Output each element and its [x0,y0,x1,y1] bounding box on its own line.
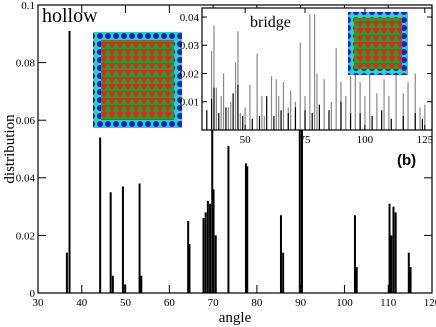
plot-frame [37,4,433,294]
x-tick-label: 40 [76,297,88,309]
x-tick-label: 125 [417,134,434,146]
hollow-lattice [93,32,182,128]
x-tick-label: 75 [300,134,312,146]
y-tick-label: 0.01 [180,97,199,109]
bridge-lattice [348,12,408,75]
y-tick-label: 0.06 [16,115,36,127]
x-tick-label: 120 [424,297,436,309]
y-tick-label: 0 [30,288,36,300]
y-tick-label: 0.02 [180,68,199,80]
x-tick-label: 70 [208,297,220,309]
x-tick-label: 100 [336,297,353,309]
annotation: hollow [42,5,98,27]
x-tick-label: 80 [251,297,263,309]
x-tick-label: 90 [295,297,307,309]
y-tick-label: 0.04 [180,12,200,24]
y-tick-label: 0.08 [16,57,36,69]
x-tick-label: 50 [120,297,132,309]
y-tick-label: 0.1 [21,0,35,12]
panel-label: (b) [397,152,416,169]
x-axis-label: angle [219,310,252,326]
x-tick-label: 30 [33,297,45,309]
y-tick-label: 0.03 [180,40,200,52]
plot-frame [201,7,433,131]
x-tick-label: 60 [164,297,176,309]
x-tick-label: 100 [357,134,374,146]
y-axis-label: distribution [2,114,18,184]
y-tick-label: 0.04 [16,173,36,185]
x-tick-label: 50 [240,134,252,146]
x-tick-label: 110 [380,297,397,309]
y-tick-label: 0.02 [16,230,35,242]
annotation: bridge [250,14,291,31]
